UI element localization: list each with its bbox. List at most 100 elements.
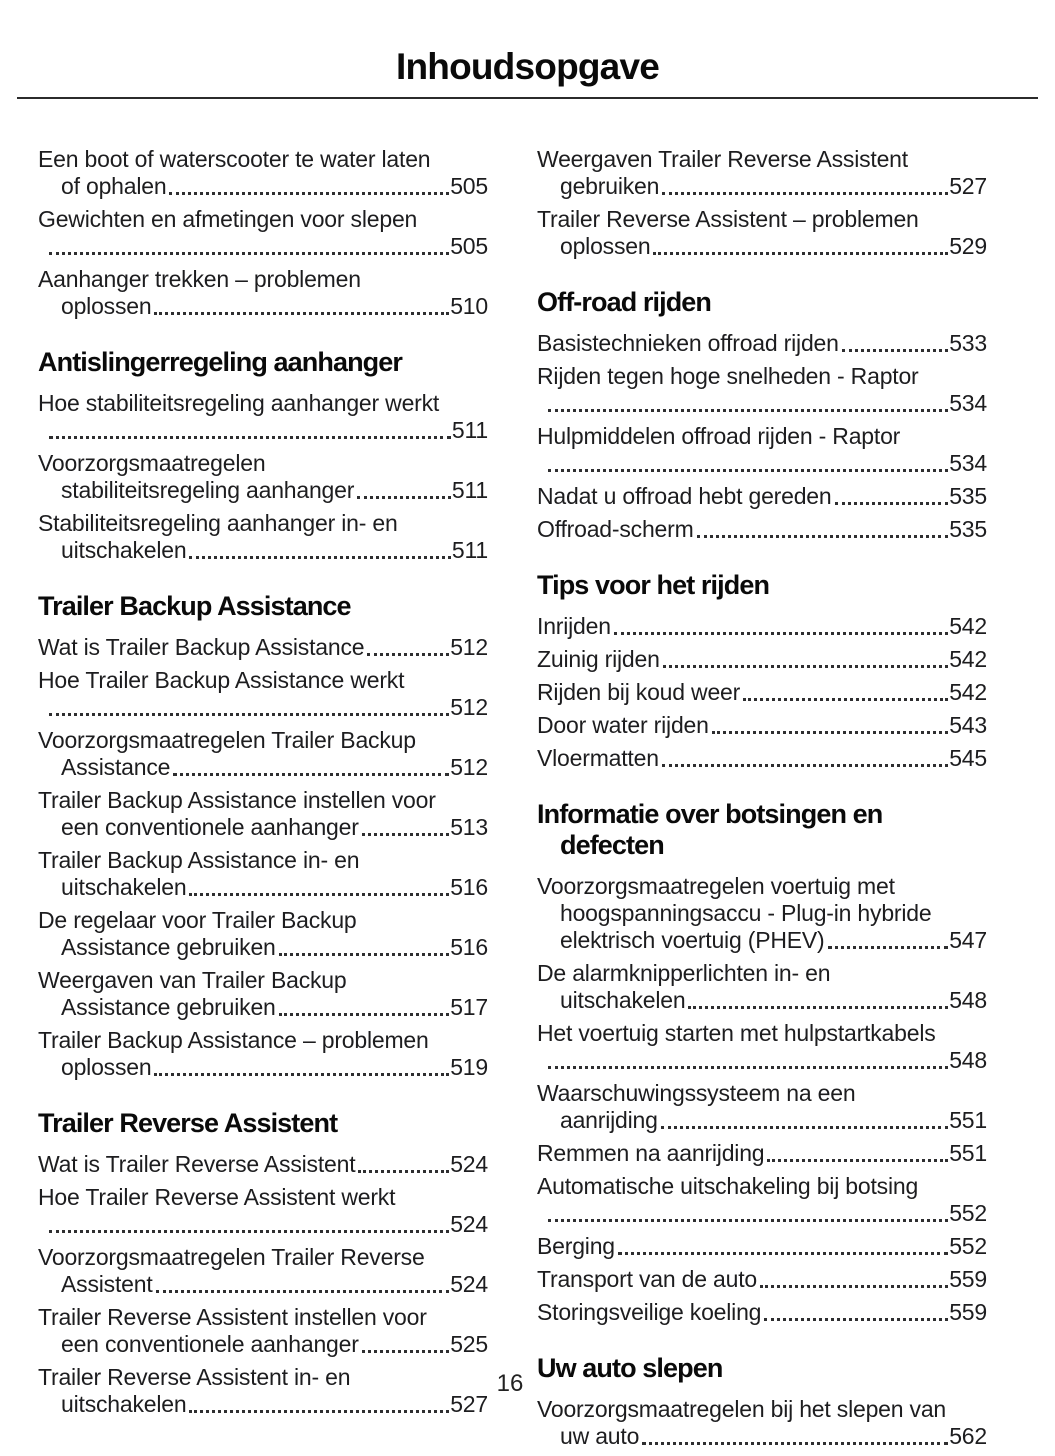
page-number-ref: 511 bbox=[451, 417, 488, 443]
entry-line: Trailer Reverse Assistent – problemen bbox=[537, 206, 919, 232]
section-heading: Trailer Reverse Assistent bbox=[38, 1108, 488, 1139]
section-heading-line: defecten bbox=[560, 830, 665, 860]
entry-line-text: Assistance gebruiken bbox=[61, 994, 276, 1020]
entry-line: Waarschuwingssysteem na een bbox=[537, 1080, 856, 1106]
entry-line-text: Wat is Trailer Backup Assistance bbox=[38, 634, 365, 660]
entry-leader-line: Remmen na aanrijding 551 bbox=[537, 1140, 987, 1167]
entry-leader-line: oplossen 529 bbox=[537, 233, 987, 260]
toc-entry: Waarschuwingssysteem na een aanrijding 551 bbox=[537, 1080, 987, 1134]
section-heading: Off-road rijden bbox=[537, 287, 987, 318]
entry-leader-line: Berging 552 bbox=[537, 1233, 987, 1260]
entry-line-text: elektrisch voertuig (PHEV) bbox=[560, 927, 825, 953]
toc-entry: Voorzorgsmaatregelen stabiliteitsregeling… bbox=[38, 450, 488, 504]
leader-dots bbox=[189, 893, 450, 896]
entry-line: Voorzorgsmaatregelen bbox=[38, 450, 266, 476]
entry-line-text: uitschakelen bbox=[61, 1391, 187, 1417]
entry-line: Trailer Backup Assistance in- en bbox=[38, 847, 360, 873]
page-number-ref: 524 bbox=[450, 1211, 488, 1237]
entry-leader-line: Offroad-scherm 535 bbox=[537, 516, 987, 543]
entry-leader-line: 511 bbox=[38, 417, 488, 444]
entry-leader-line: 524 bbox=[38, 1211, 488, 1238]
leader-dots bbox=[173, 773, 450, 776]
entry-leader-line: of ophalen 505 bbox=[38, 173, 488, 200]
toc-entry: Berging 552 bbox=[537, 1233, 987, 1260]
entry-line-text: gebruiken bbox=[560, 173, 660, 199]
entry-line-text: Nadat u offroad hebt gereden bbox=[537, 483, 832, 509]
entry-line-text: Remmen na aanrijding bbox=[537, 1140, 765, 1166]
entry-line: Weergaven van Trailer Backup bbox=[38, 967, 347, 993]
leader-dots bbox=[49, 436, 451, 439]
page-number-ref: 548 bbox=[949, 1047, 987, 1073]
entry-line-text: uitschakelen bbox=[61, 874, 187, 900]
section-heading-line: Antislingerregeling aanhanger bbox=[38, 347, 403, 377]
leader-dots bbox=[764, 1318, 949, 1321]
entry-leader-line: Storingsveilige koeling 559 bbox=[537, 1299, 987, 1326]
leader-dots bbox=[743, 698, 949, 701]
entry-leader-line: Assistance gebruiken 516 bbox=[38, 934, 488, 961]
entry-line: Rijden tegen hoge snelheden - Raptor bbox=[537, 363, 919, 389]
toc-entry: Voorzorgsmaatregelen bij het slepen van u… bbox=[537, 1396, 987, 1450]
toc-column-left: Een boot of waterscooter te water laten o… bbox=[38, 146, 488, 1456]
section-heading-line: Trailer Backup Assistance bbox=[38, 591, 352, 621]
section-heading-line: Uw auto slepen bbox=[537, 1353, 723, 1383]
page-number-ref: 524 bbox=[450, 1151, 488, 1177]
page-footer-number: 16 bbox=[496, 1370, 524, 1397]
entry-line: Hoe Trailer Backup Assistance werkt bbox=[38, 667, 405, 693]
toc-entry: Offroad-scherm 535 bbox=[537, 516, 987, 543]
leader-dots bbox=[711, 731, 949, 734]
leader-dots bbox=[49, 713, 450, 716]
entry-leader-line: aanrijding 551 bbox=[537, 1107, 987, 1134]
toc-entry: De alarmknipperlichten in- en uitschakele… bbox=[537, 960, 987, 1014]
toc-entry: Trailer Backup Assistance in- en uitschak… bbox=[38, 847, 488, 901]
leader-dots bbox=[613, 632, 949, 635]
page-number-ref: 535 bbox=[949, 483, 987, 509]
page-number-ref: 529 bbox=[949, 233, 987, 259]
leader-dots bbox=[189, 556, 451, 559]
toc-entry: Wat is Trailer Reverse Assistent 524 bbox=[38, 1151, 488, 1178]
entry-leader-line: stabiliteitsregeling aanhanger 511 bbox=[38, 477, 488, 504]
toc-entry: Remmen na aanrijding 551 bbox=[537, 1140, 987, 1167]
toc-entry: Vloermatten 545 bbox=[537, 745, 987, 772]
entry-line-text: oplossen bbox=[560, 233, 651, 259]
entry-line-text: Wat is Trailer Reverse Assistent bbox=[38, 1151, 356, 1177]
entry-line: Trailer Reverse Assistent in- en bbox=[38, 1364, 351, 1390]
page-number-ref: 534 bbox=[949, 450, 987, 476]
leader-dots bbox=[696, 535, 949, 538]
entry-line-text: Vloermatten bbox=[537, 745, 659, 771]
entry-leader-line: 552 bbox=[537, 1200, 987, 1227]
entry-line: Stabiliteitsregeling aanhanger in- en bbox=[38, 510, 398, 536]
entry-leader-line: uitschakelen 511 bbox=[38, 537, 488, 564]
title-divider-rule bbox=[17, 97, 1038, 99]
entry-line: Automatische uitschakeling bij botsing bbox=[537, 1173, 919, 1199]
leader-dots bbox=[661, 764, 949, 767]
leader-dots bbox=[49, 1230, 450, 1233]
entry-line-text: Assistance bbox=[61, 754, 171, 780]
leader-dots bbox=[361, 1350, 450, 1353]
entry-line-text: uw auto bbox=[560, 1423, 640, 1449]
entry-leader-line: 512 bbox=[38, 694, 488, 721]
toc-entry: De regelaar voor Trailer Backup Assistanc… bbox=[38, 907, 488, 961]
toc-entry: Hoe stabiliteitsregeling aanhanger werkt… bbox=[38, 390, 488, 444]
leader-dots bbox=[660, 1126, 949, 1129]
leader-dots bbox=[278, 953, 450, 956]
leader-dots bbox=[759, 1285, 949, 1288]
page-number-ref: 534 bbox=[949, 390, 987, 416]
entry-line-text: Berging bbox=[537, 1233, 615, 1259]
leader-dots bbox=[189, 1410, 450, 1413]
leader-dots bbox=[361, 833, 450, 836]
entry-line: Voorzorgsmaatregelen voertuig met bbox=[537, 873, 895, 899]
entry-line: Voorzorgsmaatregelen Trailer Backup bbox=[38, 727, 416, 753]
entry-leader-line: uw auto 562 bbox=[537, 1423, 987, 1450]
page-number-ref: 551 bbox=[949, 1140, 987, 1166]
entry-line-text: een conventionele aanhanger bbox=[61, 814, 359, 840]
toc-entry: Trailer Backup Assistance – problemen opl… bbox=[38, 1027, 488, 1081]
leader-dots bbox=[548, 1219, 949, 1222]
entry-leader-line: 505 bbox=[38, 233, 488, 260]
leader-dots bbox=[278, 1013, 450, 1016]
toc-entry: Trailer Reverse Assistent instellen voor… bbox=[38, 1304, 488, 1358]
page-number-ref: 527 bbox=[949, 173, 987, 199]
entry-line: Trailer Backup Assistance instellen voor bbox=[38, 787, 436, 813]
entry-leader-line: Transport van de auto 559 bbox=[537, 1266, 987, 1293]
leader-dots bbox=[358, 1170, 450, 1173]
leader-dots bbox=[548, 1066, 949, 1069]
